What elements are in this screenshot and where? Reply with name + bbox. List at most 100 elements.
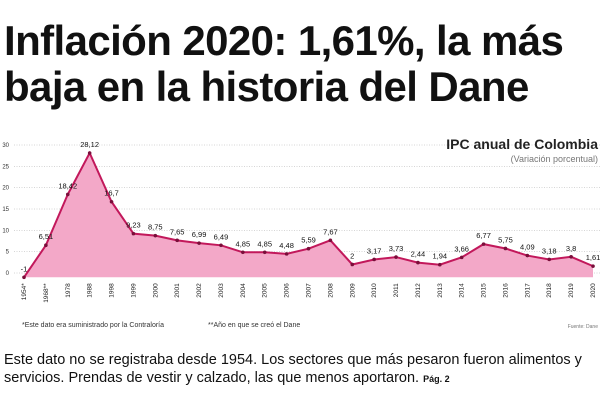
data-point <box>219 243 223 248</box>
page-reference: Pág. 2 <box>423 374 450 384</box>
y-tick-label: 30 <box>2 143 9 149</box>
data-point <box>22 275 26 280</box>
data-point <box>416 260 420 265</box>
data-label: 4,85 <box>236 239 251 248</box>
x-tick-label: 2007 <box>306 283 313 298</box>
data-point <box>65 192 70 197</box>
ipc-chart: 0 5 10 15 20 25 30 -1 6,51 18,42 28,12 16,7 9,23 8,7… <box>2 140 601 303</box>
data-label: 3,17 <box>367 246 382 255</box>
data-point <box>547 257 552 262</box>
x-tick-label: 1968** <box>43 283 50 303</box>
x-tick-label: 2013 <box>437 283 444 298</box>
x-tick-label: 2004 <box>240 283 247 298</box>
x-tick-label: 2019 <box>568 283 575 298</box>
source-note: Fuente: Dane <box>567 324 598 330</box>
deck-text: Este dato no se registraba desde 1954. L… <box>4 351 604 388</box>
x-tick-label: 2011 <box>393 283 400 297</box>
data-label: 6,51 <box>39 232 54 241</box>
point-layer <box>22 151 595 280</box>
data-label: -1 <box>21 264 28 273</box>
x-tick-label: 2008 <box>327 283 334 298</box>
data-point <box>109 199 114 204</box>
data-point <box>459 255 464 260</box>
data-point <box>525 253 530 258</box>
y-tick-label: 5 <box>6 250 10 256</box>
area-layer <box>24 153 593 278</box>
x-tick-label: 2002 <box>196 283 203 298</box>
data-point <box>306 246 311 251</box>
data-label: 8,75 <box>148 223 163 232</box>
x-tick-label: 2016 <box>502 283 509 298</box>
x-tick-label: 2018 <box>546 283 553 298</box>
data-label: 5,59 <box>301 236 316 245</box>
data-label: 9,23 <box>126 221 141 230</box>
y-tick-label: 25 <box>2 164 9 170</box>
x-tick-label: 1998 <box>109 283 116 298</box>
data-label: 4,09 <box>520 243 535 252</box>
data-point <box>394 255 398 259</box>
data-label: 7,65 <box>170 227 185 236</box>
x-tick-label: 2003 <box>218 283 225 298</box>
data-point <box>153 233 158 238</box>
data-point <box>503 246 508 251</box>
x-tick-label: 1978 <box>65 283 72 298</box>
x-tick-label: 2017 <box>524 283 531 298</box>
data-label: 2 <box>350 251 354 260</box>
y-tick-label: 10 <box>2 228 9 234</box>
y-tick-label: 0 <box>6 271 10 277</box>
x-tick-label: 1999 <box>130 283 137 298</box>
footnote-dane: **Año en que se creó el Dane <box>208 322 301 329</box>
data-point <box>328 238 333 243</box>
data-point <box>438 262 442 267</box>
data-point <box>262 250 267 255</box>
data-point <box>481 242 486 246</box>
data-label: 3,8 <box>566 244 576 253</box>
data-point <box>87 151 92 155</box>
data-label-layer: -1 6,51 18,42 28,12 16,7 9,23 8,75 7,65 6,99 6,49… <box>21 140 601 273</box>
data-label: 16,7 <box>104 189 119 198</box>
data-label: 2,44 <box>411 250 426 259</box>
chart-subtitle: (Variación porcentual) <box>510 154 598 164</box>
x-tick-label: 2012 <box>415 283 422 298</box>
data-label: 4,85 <box>257 239 272 248</box>
data-label: 6,49 <box>214 232 229 241</box>
data-point <box>44 243 48 248</box>
data-label: 3,18 <box>542 246 557 255</box>
area-fill <box>24 153 593 278</box>
data-point <box>350 262 355 267</box>
deck-body: Este dato no se registraba desde 1954. L… <box>4 352 582 386</box>
data-point <box>372 257 376 262</box>
x-tick-label: 2015 <box>481 283 488 298</box>
x-tick-label: 2000 <box>152 283 159 298</box>
data-label: 1,94 <box>433 252 448 261</box>
data-label: 1,61 <box>586 253 601 262</box>
data-point <box>591 264 595 268</box>
x-tick-layer: 1954* 1968** 1978 1988 1998 1999 2000 2001 2002 2… <box>21 283 597 303</box>
data-label: 4,48 <box>279 241 294 250</box>
x-tick-label: 1954* <box>21 283 28 300</box>
y-tick-label: 15 <box>2 207 9 213</box>
data-point <box>131 231 136 236</box>
x-tick-label: 2020 <box>590 283 597 298</box>
x-tick-label: 2009 <box>349 283 356 298</box>
data-label: 5,75 <box>498 235 513 244</box>
data-point <box>284 252 289 256</box>
data-point <box>241 250 245 255</box>
x-tick-label: 2001 <box>174 283 181 298</box>
data-label: 18,42 <box>58 181 77 190</box>
x-tick-label: 2006 <box>284 283 291 298</box>
data-label: 6,77 <box>476 231 491 240</box>
chart-title: IPC anual de Colombia <box>446 136 598 152</box>
data-point <box>569 254 573 259</box>
footnote-contraloria: *Este dato era suministrado por la Contr… <box>22 322 165 329</box>
data-label: 3,73 <box>389 244 404 253</box>
headline: Inflación 2020: 1,61%, la más baja en la… <box>4 17 564 110</box>
x-tick-label: 2014 <box>459 283 466 298</box>
data-point <box>197 241 201 245</box>
y-tick-layer: 0 5 10 15 20 25 30 <box>2 143 9 277</box>
data-label: 6,99 <box>192 230 207 239</box>
x-tick-label: 2005 <box>262 283 269 298</box>
x-tick-label: 2010 <box>371 283 378 298</box>
x-tick-label: 1988 <box>87 283 94 298</box>
data-label: 3,66 <box>454 244 469 253</box>
